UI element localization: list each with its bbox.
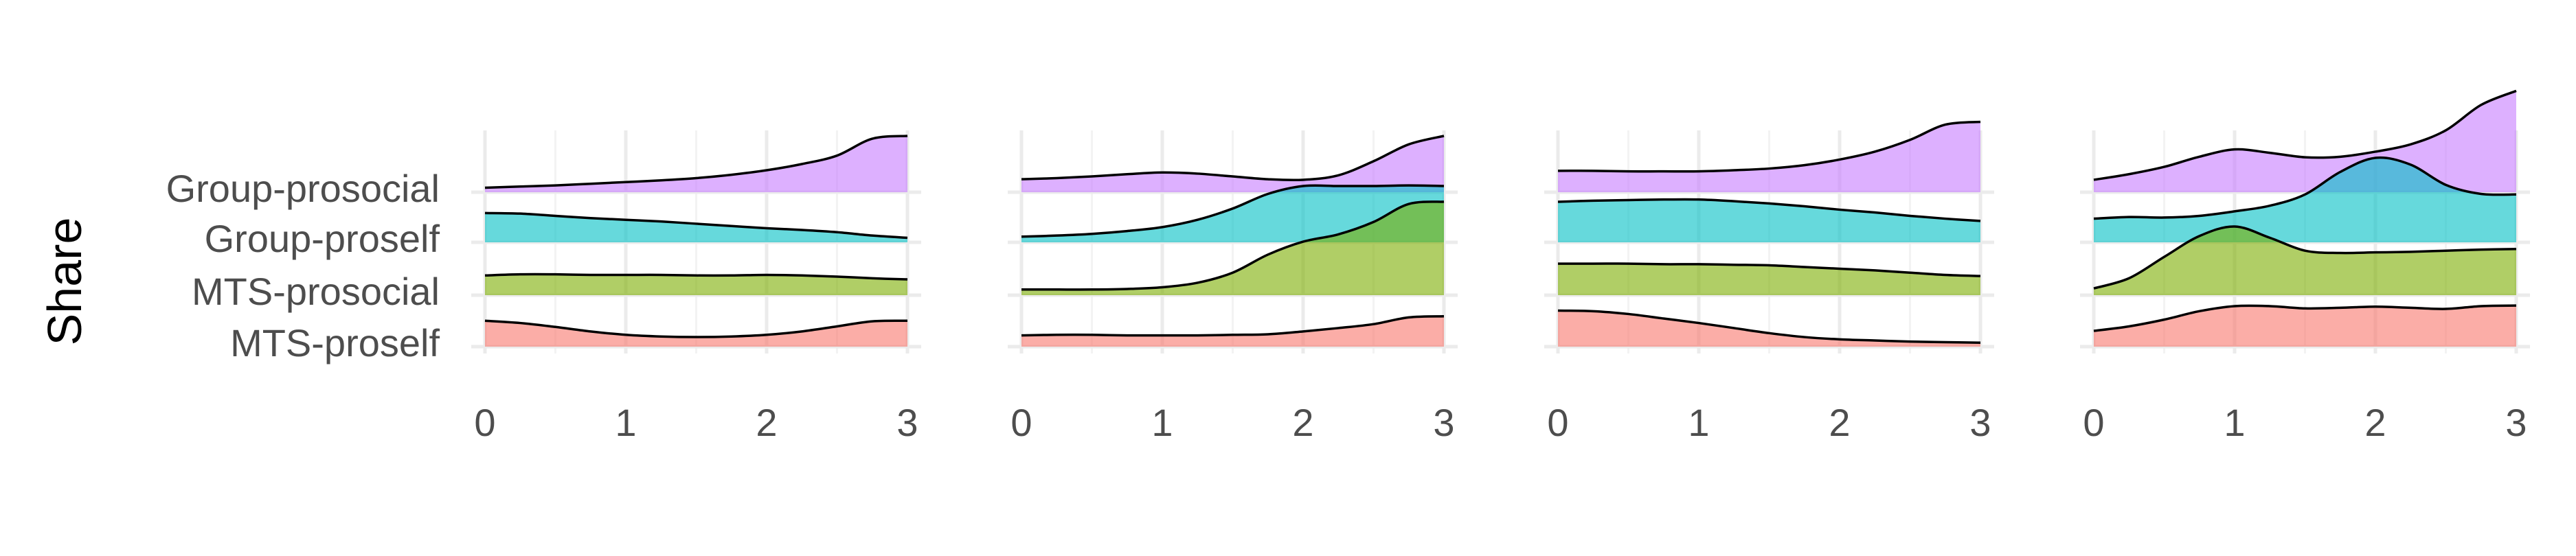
y-tick-label-mts-prosocial: MTS-prosocial — [192, 270, 440, 313]
ridge-line-mts-prosocial — [2093, 225, 2517, 290]
ridge-line-group-proself — [484, 211, 908, 240]
ridge-mts-proself — [484, 319, 908, 347]
y-axis-title-group: Share — [38, 218, 91, 346]
facet-panel-4: 0 1 2 3 — [2080, 89, 2530, 444]
ridge-line-mts-proself — [1557, 309, 1981, 345]
ridge-area-mts-prosocial — [1558, 264, 1980, 295]
ridge-area-group-prosocial — [485, 136, 907, 192]
ridge-area-group-prosocial — [1558, 121, 1980, 192]
category-labels: MTS-proself MTS-prosocial Group-proself Gro… — [166, 167, 440, 364]
facet-panel-2: 0 1 2 3 — [1008, 130, 1458, 444]
ridge-area-group-proself — [2094, 157, 2516, 242]
x-tick-label-2: 2 — [2364, 401, 2386, 444]
ridge-group-proself — [1021, 184, 1445, 242]
ridge-area-group-prosocial — [1021, 136, 1444, 192]
ridge-mts-proself — [1021, 314, 1445, 347]
ridge-line-mts-proself — [2093, 304, 2517, 332]
x-tick-label-1: 1 — [1688, 401, 1709, 444]
ridge-line-mts-proself — [1021, 314, 1445, 337]
x-tick-label-0: 0 — [2083, 401, 2104, 444]
x-tick-label-0: 0 — [1010, 401, 1032, 444]
x-tick-label-3: 3 — [2505, 401, 2527, 444]
ridge-group-proself — [1557, 198, 1981, 242]
x-tick-label-0: 0 — [1547, 401, 1568, 444]
ridge-line-mts-proself — [484, 319, 908, 338]
x-tick-label-2: 2 — [1829, 401, 1850, 444]
ridge-line-group-proself — [1021, 184, 1445, 238]
ridge-area-mts-proself — [485, 321, 907, 347]
ridge-mts-prosocial — [2093, 225, 2517, 295]
ridge-line-mts-prosocial — [484, 273, 908, 281]
ridge-area-group-proself — [1021, 185, 1444, 242]
ridge-line-group-prosocial — [1557, 120, 1981, 173]
y-tick-label-group-prosocial: Group-prosocial — [166, 167, 440, 210]
y-tick-label-group-proself: Group-proself — [205, 217, 440, 260]
ridge-line-group-prosocial — [1021, 135, 1445, 182]
ridge-line-group-proself — [2093, 156, 2517, 220]
x-tick-label-3: 3 — [896, 401, 918, 444]
y-tick-label-mts-proself: MTS-proself — [230, 321, 440, 364]
ridge-area-mts-prosocial — [485, 274, 907, 295]
ridge-line-group-proself — [1557, 198, 1981, 222]
y-axis-title: Share — [38, 218, 91, 346]
x-tick-label-0: 0 — [474, 401, 495, 444]
ridge-area-mts-proself — [2094, 305, 2516, 347]
ridge-line-mts-prosocial — [1021, 200, 1445, 291]
x-tick-label-2: 2 — [1292, 401, 1313, 444]
ridge-group-prosocial — [1021, 135, 1445, 192]
ridge-line-mts-prosocial — [1558, 262, 1981, 277]
ridge-line-group-prosocial — [2093, 89, 2517, 181]
facet-panel-3: 0 1 2 3 — [1544, 120, 1994, 444]
facet-panel-1: 0 1 2 3 — [471, 130, 921, 444]
ridge-area-mts-prosocial — [2094, 226, 2516, 295]
ridge-mts-prosocial — [1558, 262, 1981, 295]
ridge-area-group-proself — [1558, 199, 1980, 242]
ridge-area-mts-prosocial — [1021, 201, 1444, 295]
x-tick-label-1: 1 — [615, 401, 636, 444]
ridge-line-group-prosocial — [484, 135, 908, 189]
ridge-group-prosocial — [1557, 120, 1981, 192]
x-tick-label-2: 2 — [756, 401, 777, 444]
x-tick-label-1: 1 — [1151, 401, 1173, 444]
x-tick-label-1: 1 — [2224, 401, 2245, 444]
ridge-mts-proself — [1557, 309, 1981, 347]
x-tick-label-3: 3 — [1969, 401, 1991, 444]
ridge-mts-proself — [2093, 304, 2517, 347]
ridge-mts-prosocial — [1021, 200, 1445, 295]
x-tick-label-3: 3 — [1433, 401, 1454, 444]
ridge-group-proself — [484, 211, 908, 242]
ridge-group-proself — [2093, 156, 2517, 242]
ridge-area-mts-proself — [1021, 316, 1444, 347]
ridge-area-group-proself — [485, 213, 907, 242]
ridge-group-prosocial — [484, 135, 908, 192]
ridge-mts-prosocial — [484, 273, 908, 295]
facet-panels: 0 1 2 3 0 1 2 3 0 1 2 3 0 1 2 3 — [471, 89, 2530, 444]
